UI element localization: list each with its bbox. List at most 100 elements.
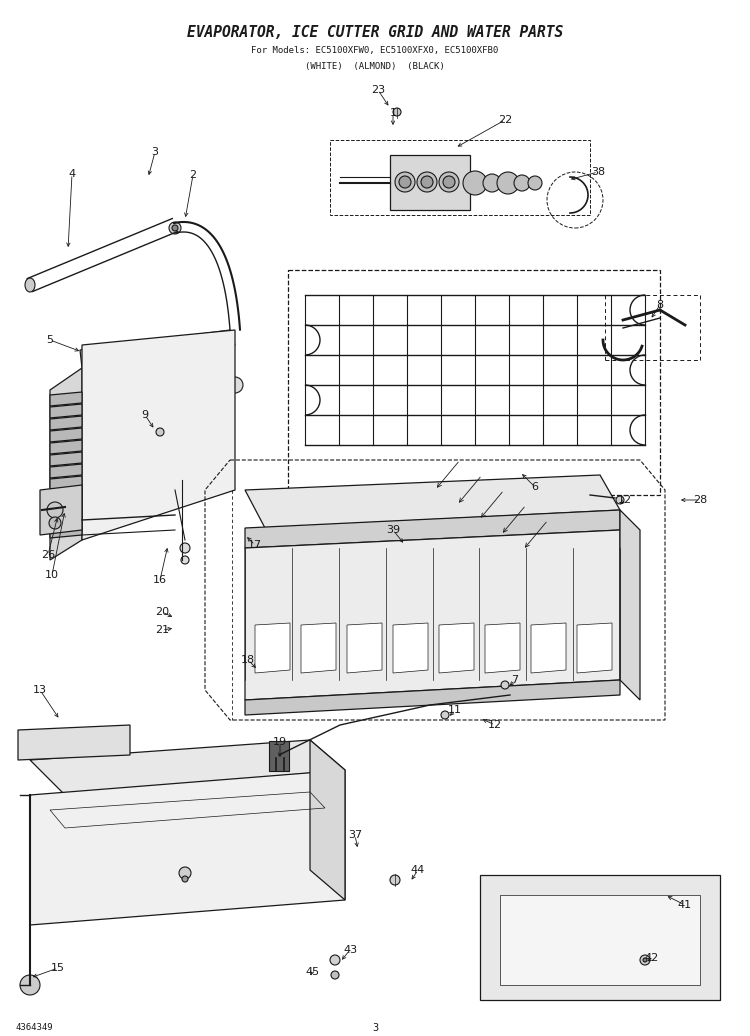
Circle shape <box>47 502 63 518</box>
Text: 26: 26 <box>41 550 55 560</box>
Circle shape <box>49 517 61 529</box>
Text: (WHITE)  (ALMOND)  (BLACK): (WHITE) (ALMOND) (BLACK) <box>305 62 445 71</box>
Circle shape <box>182 876 188 882</box>
Polygon shape <box>50 512 82 526</box>
Polygon shape <box>40 485 82 535</box>
Polygon shape <box>310 740 345 900</box>
Text: For Models: EC5100XFW0, EC5100XFX0, EC5100XFB0: For Models: EC5100XFW0, EC5100XFX0, EC51… <box>251 46 499 55</box>
Text: 4364349: 4364349 <box>15 1024 52 1033</box>
Polygon shape <box>50 464 82 478</box>
Text: 18: 18 <box>241 655 255 665</box>
Text: 45: 45 <box>305 967 319 977</box>
Circle shape <box>393 108 401 116</box>
Text: 43: 43 <box>343 945 357 955</box>
Circle shape <box>501 681 509 689</box>
Polygon shape <box>30 740 345 795</box>
Text: 38: 38 <box>591 167 605 177</box>
Circle shape <box>483 174 501 192</box>
Circle shape <box>227 377 243 393</box>
Circle shape <box>441 711 449 719</box>
Ellipse shape <box>25 278 35 292</box>
Circle shape <box>180 543 190 553</box>
Polygon shape <box>50 440 82 454</box>
Circle shape <box>616 496 624 503</box>
Circle shape <box>331 971 339 979</box>
Polygon shape <box>50 368 82 560</box>
Circle shape <box>643 958 647 962</box>
Polygon shape <box>30 770 345 925</box>
Polygon shape <box>500 895 700 985</box>
Text: 17: 17 <box>248 540 262 550</box>
Text: 39: 39 <box>386 525 400 535</box>
Text: 11: 11 <box>448 706 462 715</box>
Text: 22: 22 <box>498 115 512 125</box>
Circle shape <box>497 172 519 194</box>
Polygon shape <box>82 330 235 540</box>
Polygon shape <box>480 875 720 1000</box>
Polygon shape <box>50 476 82 490</box>
Text: 3: 3 <box>372 1023 378 1033</box>
Polygon shape <box>393 623 428 673</box>
Polygon shape <box>255 623 290 673</box>
Circle shape <box>463 171 487 195</box>
Circle shape <box>640 955 650 965</box>
Text: 16: 16 <box>153 575 167 585</box>
Polygon shape <box>485 623 520 673</box>
Text: 7: 7 <box>512 675 518 685</box>
Polygon shape <box>531 623 566 673</box>
Text: 37: 37 <box>348 830 362 840</box>
Text: 23: 23 <box>371 85 385 95</box>
Circle shape <box>20 975 40 995</box>
Circle shape <box>156 428 164 436</box>
Polygon shape <box>577 623 612 673</box>
Text: 4: 4 <box>68 169 76 179</box>
Circle shape <box>181 556 189 564</box>
Circle shape <box>514 175 530 191</box>
Polygon shape <box>50 500 82 514</box>
Text: 19: 19 <box>273 737 287 747</box>
Text: 41: 41 <box>678 900 692 910</box>
Polygon shape <box>390 155 470 210</box>
Polygon shape <box>18 725 130 760</box>
Circle shape <box>179 867 191 879</box>
Text: 2: 2 <box>190 170 196 180</box>
Text: 1: 1 <box>389 108 397 118</box>
Polygon shape <box>50 488 82 502</box>
Circle shape <box>421 176 433 188</box>
Polygon shape <box>50 524 82 538</box>
Polygon shape <box>50 428 82 442</box>
Text: 15: 15 <box>51 963 65 973</box>
Polygon shape <box>620 510 640 700</box>
Circle shape <box>399 176 411 188</box>
Polygon shape <box>439 623 474 673</box>
Text: 13: 13 <box>33 685 47 695</box>
Polygon shape <box>50 392 82 406</box>
Circle shape <box>443 176 455 188</box>
Text: 28: 28 <box>693 495 707 505</box>
Circle shape <box>169 222 181 234</box>
Circle shape <box>330 955 340 965</box>
Circle shape <box>390 875 400 885</box>
Text: 12: 12 <box>618 495 632 505</box>
Text: 8: 8 <box>656 300 664 310</box>
Text: 5: 5 <box>46 335 53 345</box>
Polygon shape <box>80 330 235 368</box>
Polygon shape <box>245 680 620 715</box>
Polygon shape <box>245 510 620 548</box>
Text: 20: 20 <box>155 607 169 617</box>
Text: 21: 21 <box>155 625 169 635</box>
Text: EVAPORATOR, ICE CUTTER GRID AND WATER PARTS: EVAPORATOR, ICE CUTTER GRID AND WATER PA… <box>187 25 563 40</box>
Text: 42: 42 <box>645 953 659 963</box>
Text: 6: 6 <box>532 482 538 492</box>
Polygon shape <box>245 530 620 700</box>
Text: 9: 9 <box>142 410 148 420</box>
Polygon shape <box>245 474 620 528</box>
Polygon shape <box>301 623 336 673</box>
Polygon shape <box>50 452 82 466</box>
Circle shape <box>395 172 415 192</box>
FancyBboxPatch shape <box>269 741 289 771</box>
Polygon shape <box>50 416 82 430</box>
Text: 44: 44 <box>411 865 425 875</box>
Text: 10: 10 <box>45 570 59 580</box>
Text: 12: 12 <box>488 720 502 730</box>
